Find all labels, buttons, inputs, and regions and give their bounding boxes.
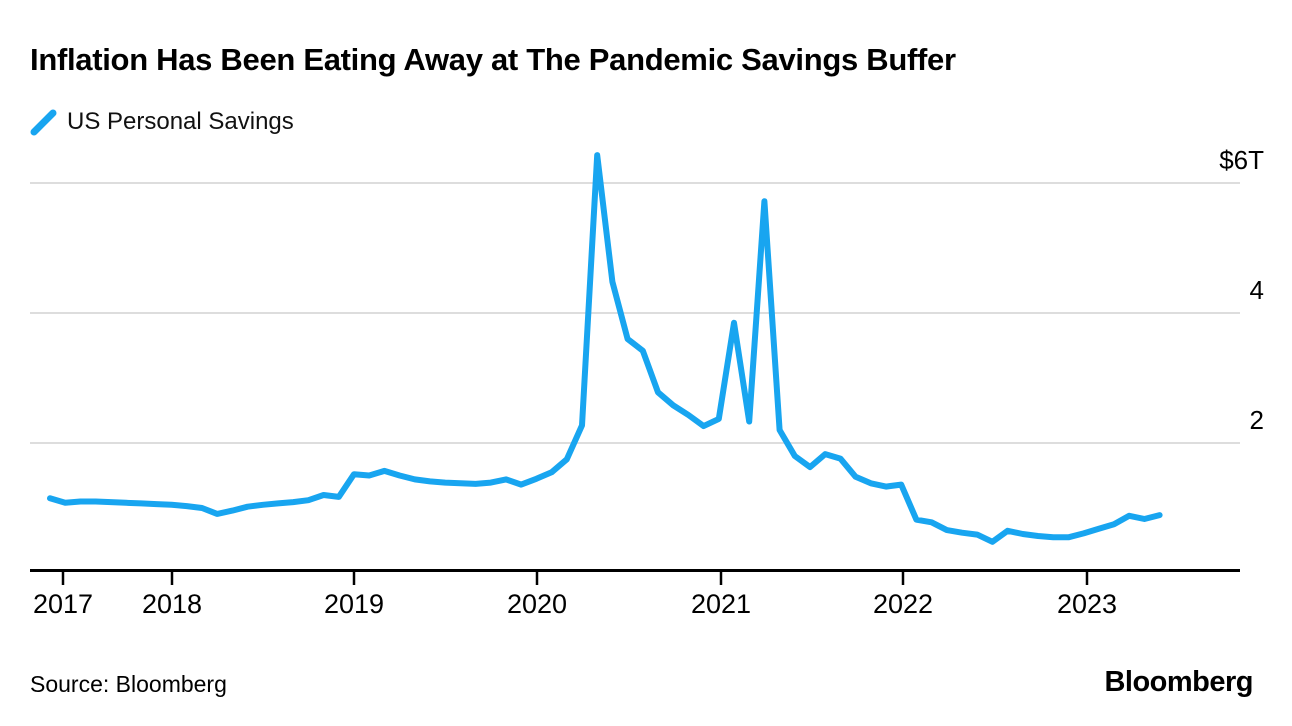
line-stroke-icon — [30, 109, 57, 135]
y-tick-label: $6T — [1219, 145, 1264, 175]
source-note: Source: Bloomberg — [30, 671, 227, 697]
x-tick-label: 2020 — [507, 589, 567, 619]
x-tick-label: 2019 — [324, 589, 384, 619]
bloomberg-logo: Bloomberg — [1104, 666, 1253, 698]
chart-title: Inflation Has Been Eating Away at The Pa… — [30, 42, 956, 77]
y-tick-label: 2 — [1250, 405, 1264, 435]
x-tick-label: 2018 — [142, 589, 202, 619]
legend: US Personal Savings — [30, 108, 294, 136]
legend-series-label: US Personal Savings — [67, 108, 294, 135]
x-tick-label: 2021 — [691, 589, 751, 619]
x-tick-label: 2022 — [873, 589, 933, 619]
x-tick-label: 2023 — [1057, 589, 1117, 619]
savings-line — [47, 152, 1163, 545]
x-tick-label: 2017 — [33, 589, 93, 619]
y-tick-label: 4 — [1250, 275, 1264, 305]
